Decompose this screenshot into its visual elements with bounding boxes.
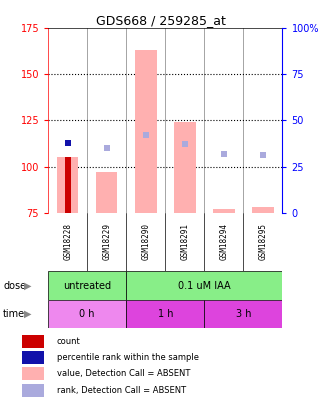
Bar [96,172,117,213]
Bar [22,367,44,380]
Text: GSM18290: GSM18290 [141,224,150,260]
Text: GSM18229: GSM18229 [102,224,111,260]
Text: 0 h: 0 h [80,309,95,319]
Bar [213,209,235,213]
Text: GSM18295: GSM18295 [258,224,267,260]
Text: percentile rank within the sample: percentile rank within the sample [57,353,199,362]
Text: value, Detection Call = ABSENT: value, Detection Call = ABSENT [57,369,190,378]
Text: untreated: untreated [63,281,111,290]
Text: GSM18294: GSM18294 [219,224,229,260]
Text: 3 h: 3 h [236,309,251,319]
Text: GSM18228: GSM18228 [63,224,72,260]
Text: count: count [57,337,81,346]
Text: GDS668 / 259285_at: GDS668 / 259285_at [96,14,225,27]
Bar [174,122,195,213]
Bar [126,271,282,300]
Text: rank, Detection Call = ABSENT: rank, Detection Call = ABSENT [57,386,186,395]
Text: time: time [3,309,25,319]
Bar [65,157,71,213]
Bar [57,157,78,213]
Bar [48,271,126,300]
Text: 0.1 uM IAA: 0.1 uM IAA [178,281,231,290]
Bar [252,207,274,213]
Text: ▶: ▶ [23,309,31,319]
Text: 1 h: 1 h [158,309,173,319]
Text: ▶: ▶ [23,281,31,290]
Bar [22,384,44,397]
Bar [204,300,282,328]
Bar [135,51,157,213]
Bar [22,335,44,348]
Bar [126,300,204,328]
Text: GSM18291: GSM18291 [180,224,189,260]
Bar [48,300,126,328]
Text: dose: dose [3,281,26,290]
Bar [22,351,44,364]
